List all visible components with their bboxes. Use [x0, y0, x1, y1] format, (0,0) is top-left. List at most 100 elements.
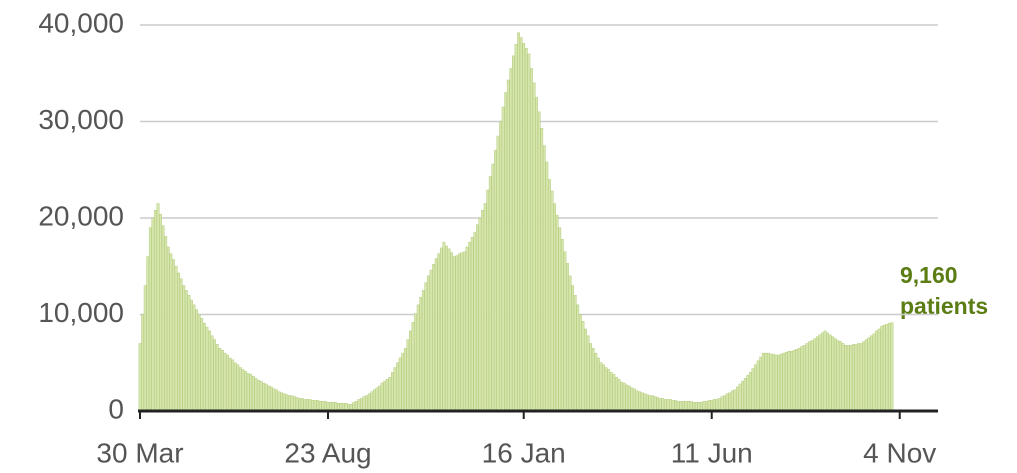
- bar: [501, 106, 505, 412]
- bar: [141, 314, 144, 412]
- bar: [267, 385, 271, 412]
- bar: [635, 390, 639, 412]
- bar: [226, 354, 229, 412]
- bar: [172, 259, 175, 412]
- bar: [607, 369, 611, 412]
- bar: [617, 378, 621, 412]
- bar: [409, 330, 412, 412]
- bar: [710, 400, 714, 412]
- bar: [741, 380, 744, 412]
- bar: [509, 68, 513, 412]
- bar: [599, 362, 603, 412]
- bar: [275, 389, 278, 412]
- bar: [447, 248, 451, 412]
- bar: [308, 399, 312, 412]
- bar: [633, 388, 636, 412]
- bar: [862, 341, 866, 412]
- bar: [437, 253, 441, 412]
- bar: [774, 354, 778, 412]
- bar: [620, 381, 623, 412]
- bar: [550, 190, 554, 412]
- bar: [159, 213, 162, 412]
- bar: [156, 203, 160, 412]
- bar: [754, 364, 757, 412]
- bar: [473, 232, 477, 412]
- bar: [805, 343, 809, 412]
- bar: [218, 348, 222, 412]
- bar: [146, 256, 150, 412]
- bar: [177, 272, 180, 412]
- bar: [579, 314, 582, 412]
- bar: [882, 324, 886, 412]
- bar: [257, 379, 260, 412]
- bar: [664, 399, 667, 412]
- bar: [756, 360, 760, 412]
- bar: [452, 256, 456, 412]
- bar: [367, 393, 371, 412]
- bar: [597, 357, 600, 412]
- bar: [488, 176, 492, 412]
- bar: [419, 296, 423, 412]
- x-tick-label: 4 Nov: [863, 437, 936, 468]
- bar: [779, 353, 783, 412]
- bar: [826, 332, 829, 412]
- bar: [857, 343, 860, 412]
- bar: [535, 97, 538, 412]
- bar: [411, 322, 415, 412]
- bar: [393, 367, 397, 412]
- bar: [591, 348, 595, 412]
- bar: [455, 255, 459, 412]
- bar: [890, 322, 894, 412]
- bar: [169, 253, 173, 412]
- bar: [460, 252, 464, 412]
- bar: [357, 399, 361, 412]
- bar: [751, 368, 755, 412]
- bar: [269, 386, 273, 412]
- bar: [875, 330, 878, 412]
- bar: [457, 253, 461, 412]
- bar: [192, 304, 196, 412]
- bar: [138, 343, 142, 412]
- bar: [362, 396, 366, 412]
- bar: [761, 352, 765, 412]
- bar: [383, 380, 387, 412]
- bar: [416, 304, 420, 412]
- bar: [661, 398, 665, 412]
- x-tick-label: 11 Jun: [671, 437, 753, 468]
- bar: [221, 350, 224, 412]
- bar: [604, 367, 608, 412]
- bar: [885, 323, 889, 412]
- bar: [365, 395, 368, 412]
- bar: [643, 393, 647, 412]
- bar: [581, 321, 585, 412]
- bar: [558, 227, 562, 412]
- bar: [772, 353, 775, 412]
- bar: [748, 372, 752, 412]
- bar: [378, 385, 381, 412]
- bar: [815, 336, 819, 412]
- bar: [707, 400, 711, 412]
- bar: [527, 53, 531, 412]
- bar: [313, 400, 317, 412]
- bar: [759, 356, 763, 412]
- bar: [251, 376, 255, 412]
- bar: [285, 394, 289, 412]
- bar: [638, 391, 641, 412]
- bar: [555, 214, 559, 412]
- bar: [867, 337, 871, 412]
- bar: [463, 251, 466, 412]
- bar: [671, 400, 675, 412]
- bar: [246, 373, 250, 412]
- bar: [476, 224, 479, 412]
- x-tick-label: 23 Aug: [284, 437, 371, 468]
- bar: [421, 290, 425, 412]
- bar: [560, 239, 564, 412]
- bar: [434, 258, 438, 412]
- bar: [872, 333, 876, 412]
- bar: [859, 343, 863, 412]
- bar: [486, 189, 490, 412]
- bar: [182, 285, 186, 412]
- bar: [208, 330, 211, 412]
- bar: [769, 353, 773, 412]
- bar: [470, 237, 474, 412]
